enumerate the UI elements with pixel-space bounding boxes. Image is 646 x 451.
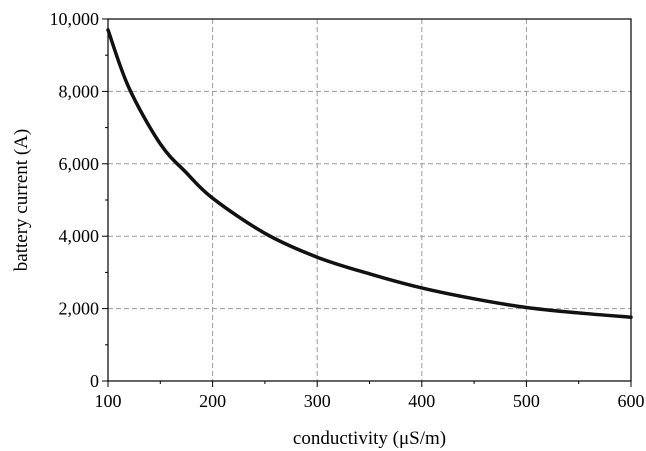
x-axis-label: conductivity (μS/m) [293,428,446,449]
grid [108,19,631,381]
y-axis-label: battery current (A) [11,129,32,271]
x-tick-label: 600 [618,391,645,411]
x-tick-label: 300 [304,391,331,411]
x-tick-label: 400 [408,391,435,411]
y-tick-labels: 0 2,000 4,000 6,000 8,000 10,000 [50,9,100,391]
x-tick-label: 200 [199,391,226,411]
y-tick-label: 8,000 [59,81,100,101]
x-tick-label: 500 [513,391,540,411]
y-tick-label: 2,000 [59,299,100,319]
y-tick-label: 0 [90,371,99,391]
y-tick-label: 6,000 [59,154,100,174]
data-series-line [106,28,633,320]
x-tick-label: 100 [95,391,122,411]
axis-ticks [102,18,632,387]
y-tick-label: 4,000 [59,226,100,246]
plot-frame [107,18,632,382]
x-tick-labels: 100 200 300 400 500 600 [95,391,645,411]
y-tick-label: 10,000 [50,9,100,29]
